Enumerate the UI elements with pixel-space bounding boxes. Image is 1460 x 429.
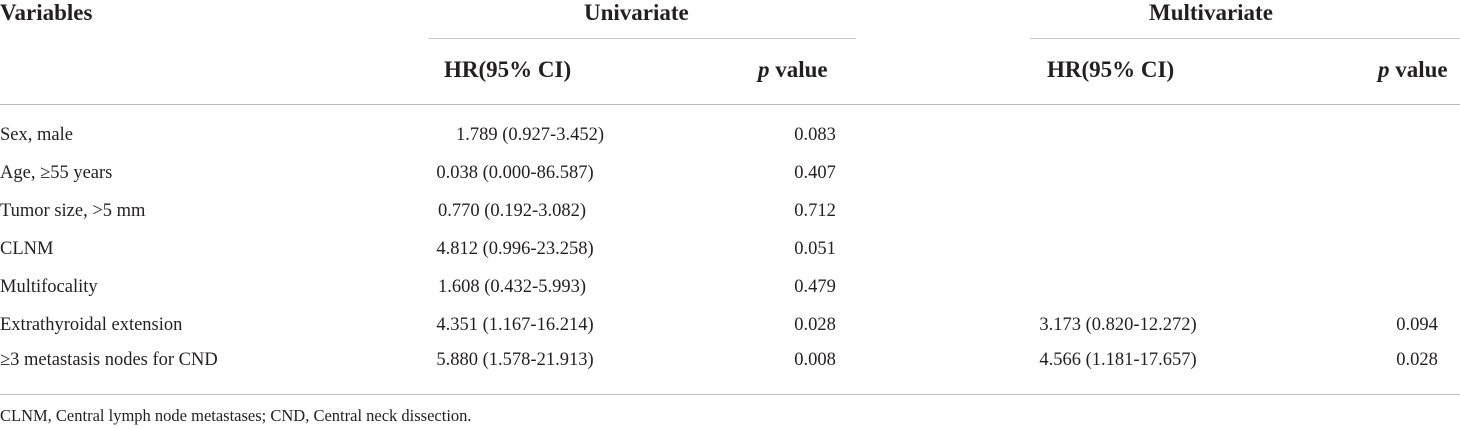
cell-uni-p: 0.712 (794, 201, 836, 221)
header-uni-p-italic: p (758, 57, 770, 82)
cell-uni-p: 0.083 (794, 125, 836, 145)
cell-variable: ≥3 metastasis nodes for CND (0, 350, 218, 370)
multivariate-underline (1030, 38, 1460, 39)
cell-uni-p: 0.479 (794, 277, 836, 297)
cell-uni-hr: 5.880 (1.578-21.913) (436, 350, 594, 370)
cell-multi-hr: 4.566 (1.181-17.657) (1039, 350, 1197, 370)
table-footnote: CLNM, Central lymph node metastases; CND… (0, 406, 472, 425)
cell-variable: Multifocality (0, 277, 98, 297)
cell-multi-p: 0.094 (1396, 315, 1438, 335)
table-bottom-rule (0, 394, 1460, 395)
cell-uni-hr: 4.812 (0.996-23.258) (436, 239, 594, 259)
cell-uni-hr: 0.770 (0.192-3.082) (438, 201, 586, 221)
cell-uni-hr: 1.789 (0.927-3.452) (456, 125, 604, 145)
univariate-underline (428, 38, 856, 39)
cell-multi-hr: 3.173 (0.820-12.272) (1039, 315, 1197, 335)
cell-uni-p: 0.051 (794, 239, 836, 259)
header-uni-p-rest: value (769, 57, 828, 82)
cell-uni-p: 0.407 (794, 163, 836, 183)
cell-variable: Tumor size, >5 mm (0, 201, 146, 221)
cell-uni-hr: 1.608 (0.432-5.993) (438, 277, 586, 297)
cell-uni-hr: 0.038 (0.000-86.587) (436, 163, 594, 183)
cell-variable: CLNM (0, 239, 54, 259)
header-rule (0, 104, 1460, 105)
header-multi-hr: HR(95% CI) (1047, 57, 1175, 82)
header-variables: Variables (0, 0, 93, 25)
header-multi-p-italic: p (1378, 57, 1390, 82)
header-multivariate: Multivariate (1149, 0, 1273, 25)
cell-variable: Extrathyroidal extension (0, 315, 183, 335)
header-uni-p: p value (758, 57, 828, 83)
header-univariate: Univariate (584, 0, 689, 25)
cell-multi-p: 0.028 (1396, 350, 1438, 370)
cell-variable: Age, ≥55 years (0, 163, 113, 183)
header-multi-p: p value (1378, 57, 1448, 83)
header-multi-p-rest: value (1389, 57, 1448, 82)
cell-uni-p: 0.008 (794, 350, 836, 370)
cell-variable: Sex, male (0, 125, 73, 145)
cell-uni-hr: 4.351 (1.167-16.214) (436, 315, 594, 335)
header-uni-hr: HR(95% CI) (444, 57, 572, 82)
cell-uni-p: 0.028 (794, 315, 836, 335)
